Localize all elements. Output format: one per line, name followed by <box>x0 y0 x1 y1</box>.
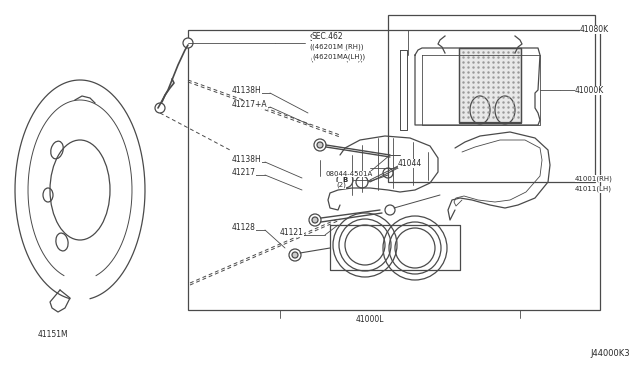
Text: (2): (2) <box>336 182 346 189</box>
Text: J44000K3: J44000K3 <box>590 349 630 358</box>
Bar <box>188 30 600 310</box>
Text: 41000K: 41000K <box>575 86 604 95</box>
Text: 41151M: 41151M <box>38 330 68 339</box>
Circle shape <box>292 252 298 258</box>
Text: (46201MA(LH)): (46201MA(LH)) <box>312 54 365 61</box>
Text: 41000L: 41000L <box>356 315 384 324</box>
Text: 41138H: 41138H <box>232 155 262 164</box>
Circle shape <box>183 38 193 48</box>
Text: 41001(RH): 41001(RH) <box>575 175 613 182</box>
Circle shape <box>155 103 165 113</box>
Text: 41128: 41128 <box>232 223 256 232</box>
Circle shape <box>317 142 323 148</box>
Text: 41138H: 41138H <box>232 86 262 95</box>
Text: B: B <box>342 177 348 183</box>
FancyBboxPatch shape <box>459 48 521 123</box>
Text: SEC.462: SEC.462 <box>312 32 344 41</box>
Text: (46201M (RH)): (46201M (RH)) <box>312 43 364 49</box>
Text: (46201MA(LH)): (46201MA(LH)) <box>310 56 363 62</box>
Text: 41080K: 41080K <box>580 25 609 34</box>
Text: 41044: 41044 <box>398 159 422 168</box>
Text: 41011(LH): 41011(LH) <box>575 186 612 192</box>
Text: 41217: 41217 <box>232 168 256 177</box>
Text: 08044-4501A: 08044-4501A <box>326 171 373 177</box>
Bar <box>388 15 595 182</box>
Circle shape <box>312 217 318 223</box>
Text: SEC.462: SEC.462 <box>310 34 342 43</box>
Text: 41217+A: 41217+A <box>232 100 268 109</box>
Text: (46201M (RH)): (46201M (RH)) <box>310 44 362 51</box>
Text: 41121: 41121 <box>280 228 304 237</box>
